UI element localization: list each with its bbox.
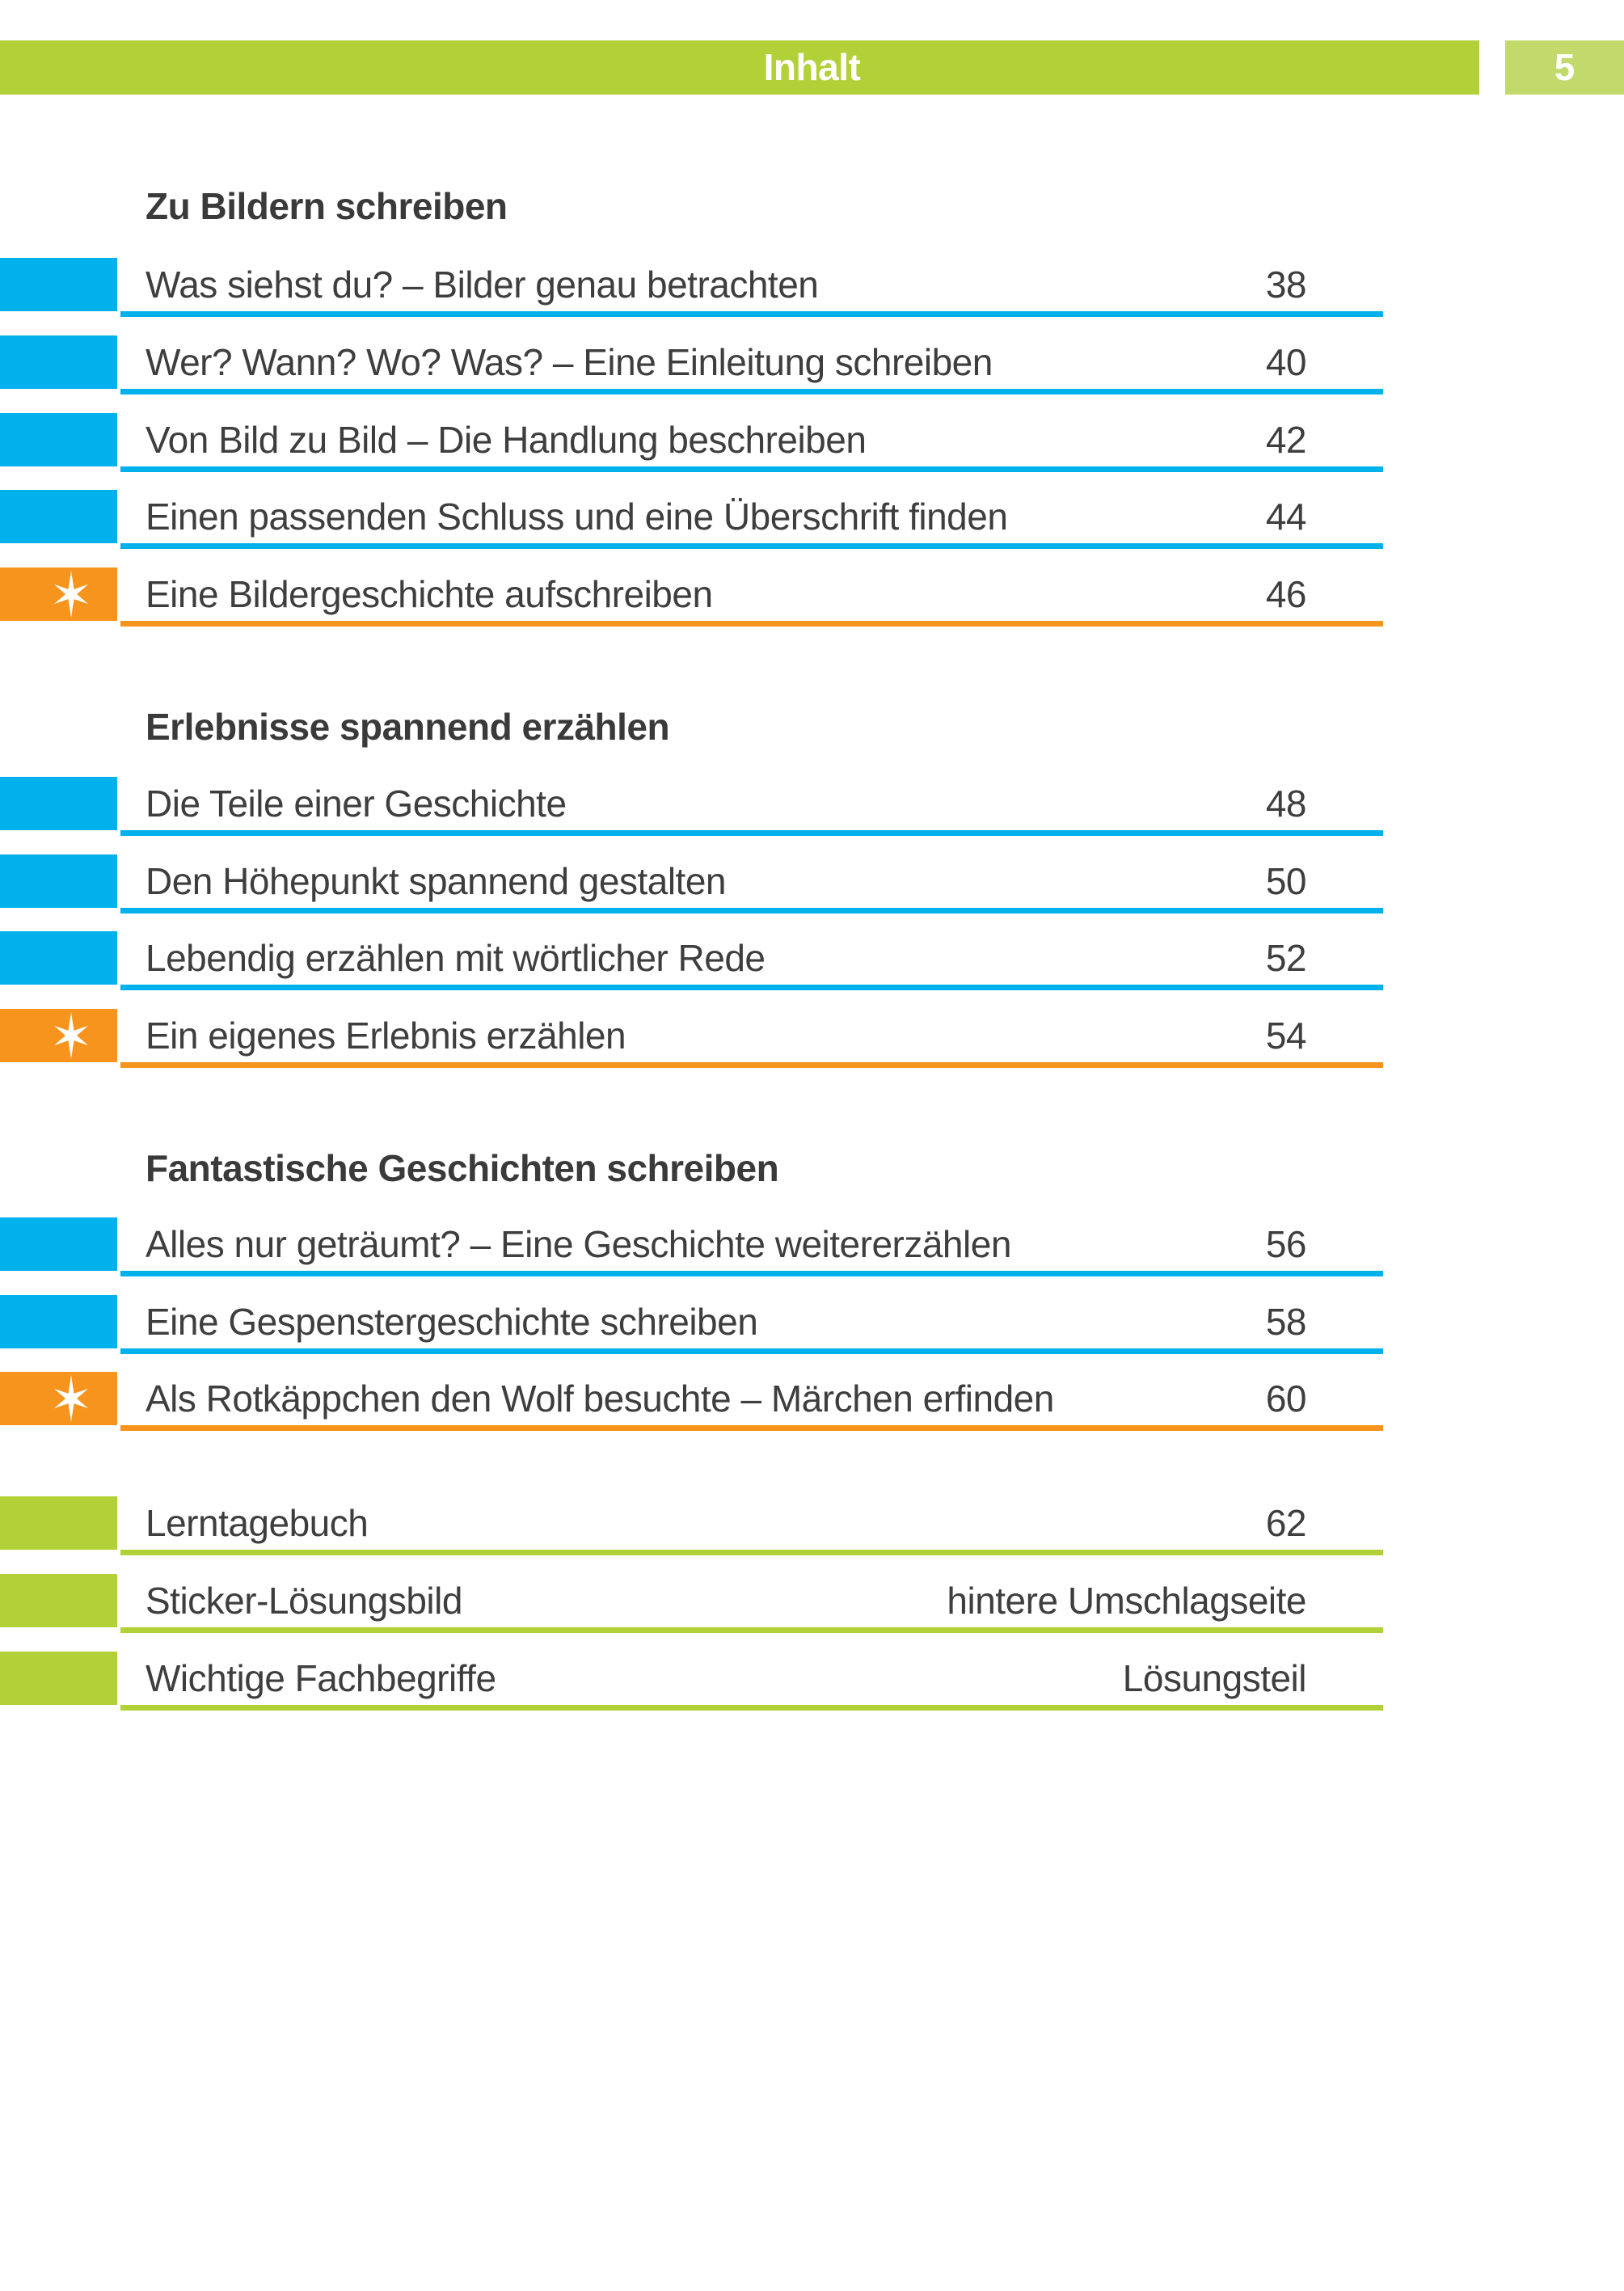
toc-row-page: hintere Umschlagseite — [947, 1580, 1306, 1622]
row-marker-block — [0, 567, 117, 621]
toc-row-title: Eine Gespenstergeschichte schreiben — [146, 1301, 758, 1343]
toc-row: Eine Bildergeschichte aufschreiben 46 — [0, 567, 1624, 627]
toc-row: Wer? Wann? Wo? Was? – Eine Einleitung sc… — [0, 335, 1624, 394]
toc-row-page: 62 — [1265, 1502, 1307, 1544]
toc-row-title: Was siehst du? – Bilder genau betrachten — [146, 264, 819, 306]
row-rule — [120, 389, 1383, 394]
toc-row-page: 40 — [1265, 341, 1307, 383]
row-marker-block — [0, 1652, 117, 1705]
toc-row-page: 54 — [1265, 1015, 1307, 1057]
toc-row-page: 50 — [1265, 860, 1307, 902]
row-marker-block — [0, 490, 117, 543]
star-icon — [53, 1011, 89, 1060]
toc-row: Alles nur geträumt? – Eine Geschichte we… — [0, 1217, 1624, 1276]
toc-row-title: Ein eigenes Erlebnis erzählen — [146, 1015, 626, 1057]
section-heading: Zu Bildern schreiben — [146, 185, 508, 227]
toc-row-page: 58 — [1265, 1301, 1307, 1343]
header-bar — [0, 40, 1479, 95]
page-number: 5 — [1554, 46, 1575, 88]
row-rule — [120, 908, 1383, 913]
row-rule — [120, 830, 1383, 836]
toc-row-page: 48 — [1265, 783, 1307, 825]
row-marker-block — [0, 777, 117, 830]
toc-row: Als Rotkäppchen den Wolf besuchte – Märc… — [0, 1372, 1624, 1431]
row-rule — [120, 1271, 1383, 1276]
row-marker-block — [0, 854, 117, 908]
row-rule — [120, 1348, 1383, 1354]
row-marker-block — [0, 1217, 117, 1271]
toc-row-title: Lebendig erzählen mit wörtlicher Rede — [146, 937, 766, 979]
toc-row-title: Den Höhepunkt spannend gestalten — [146, 860, 727, 902]
toc-row-page: 38 — [1265, 264, 1307, 306]
toc-row: Lerntagebuch 62 — [0, 1496, 1624, 1555]
toc-row: Von Bild zu Bild – Die Handlung beschrei… — [0, 413, 1624, 472]
toc-row-page: 46 — [1265, 573, 1307, 615]
toc-row: Sticker-Lösungsbild hintere Umschlagseit… — [0, 1574, 1624, 1633]
toc-row: Lebendig erzählen mit wörtlicher Rede 52 — [0, 931, 1624, 990]
row-rule — [120, 1550, 1383, 1555]
toc-row: Die Teile einer Geschichte 48 — [0, 777, 1624, 836]
toc-row-title: Eine Bildergeschichte aufschreiben — [146, 573, 713, 615]
section-heading: Erlebnisse spannend erzählen — [146, 706, 670, 748]
toc-row-title: Sticker-Lösungsbild — [146, 1580, 462, 1622]
page-title: Inhalt — [763, 46, 861, 88]
toc-row-page: 44 — [1265, 496, 1307, 538]
row-marker-block — [0, 1574, 117, 1627]
toc-row: Wichtige Fachbegriffe Lösungsteil — [0, 1652, 1624, 1711]
toc-row: Eine Gespenstergeschichte schreiben 58 — [0, 1295, 1624, 1354]
row-marker-block — [0, 258, 117, 311]
row-rule — [120, 985, 1383, 990]
toc-row: Einen passenden Schluss und eine Übersch… — [0, 490, 1624, 549]
row-rule — [120, 1425, 1383, 1431]
row-marker-block — [0, 1372, 117, 1425]
row-rule — [120, 466, 1383, 472]
toc-row-title: Einen passenden Schluss und eine Übersch… — [146, 496, 1008, 538]
row-rule — [120, 1627, 1383, 1633]
row-rule — [120, 621, 1383, 627]
section-heading: Fantastische Geschichten schreiben — [146, 1147, 779, 1189]
toc-row-page: 42 — [1265, 419, 1307, 461]
toc-row-title: Als Rotkäppchen den Wolf besuchte – Märc… — [146, 1378, 1054, 1420]
toc-row-title: Alles nur geträumt? – Eine Geschichte we… — [146, 1223, 1011, 1265]
toc-row-page: Lösungsteil — [1122, 1657, 1307, 1699]
row-rule — [120, 1062, 1383, 1068]
page-number-box: 5 — [1505, 40, 1624, 95]
row-marker-block — [0, 1009, 117, 1062]
toc-row-title: Wer? Wann? Wo? Was? – Eine Einleitung sc… — [146, 341, 993, 383]
row-rule — [120, 543, 1383, 549]
toc-row-title: Lerntagebuch — [146, 1502, 369, 1544]
toc-row: Den Höhepunkt spannend gestalten 50 — [0, 854, 1624, 913]
row-marker-block — [0, 335, 117, 389]
toc-row-title: Von Bild zu Bild – Die Handlung beschrei… — [146, 419, 867, 461]
toc-row-title: Wichtige Fachbegriffe — [146, 1657, 496, 1699]
row-marker-block — [0, 413, 117, 466]
toc-row: Was siehst du? – Bilder genau betrachten… — [0, 258, 1624, 317]
row-rule — [120, 311, 1383, 317]
row-marker-block — [0, 1496, 117, 1550]
row-rule — [120, 1705, 1383, 1711]
toc-row: Ein eigenes Erlebnis erzählen 54 — [0, 1009, 1624, 1068]
row-marker-block — [0, 931, 117, 985]
toc-row-title: Die Teile einer Geschichte — [146, 783, 567, 825]
toc-row-page: 60 — [1265, 1378, 1307, 1420]
row-marker-block — [0, 1295, 117, 1348]
star-icon — [53, 570, 89, 618]
star-icon — [53, 1374, 89, 1423]
toc-row-page: 52 — [1265, 937, 1307, 979]
toc-row-page: 56 — [1265, 1223, 1307, 1265]
